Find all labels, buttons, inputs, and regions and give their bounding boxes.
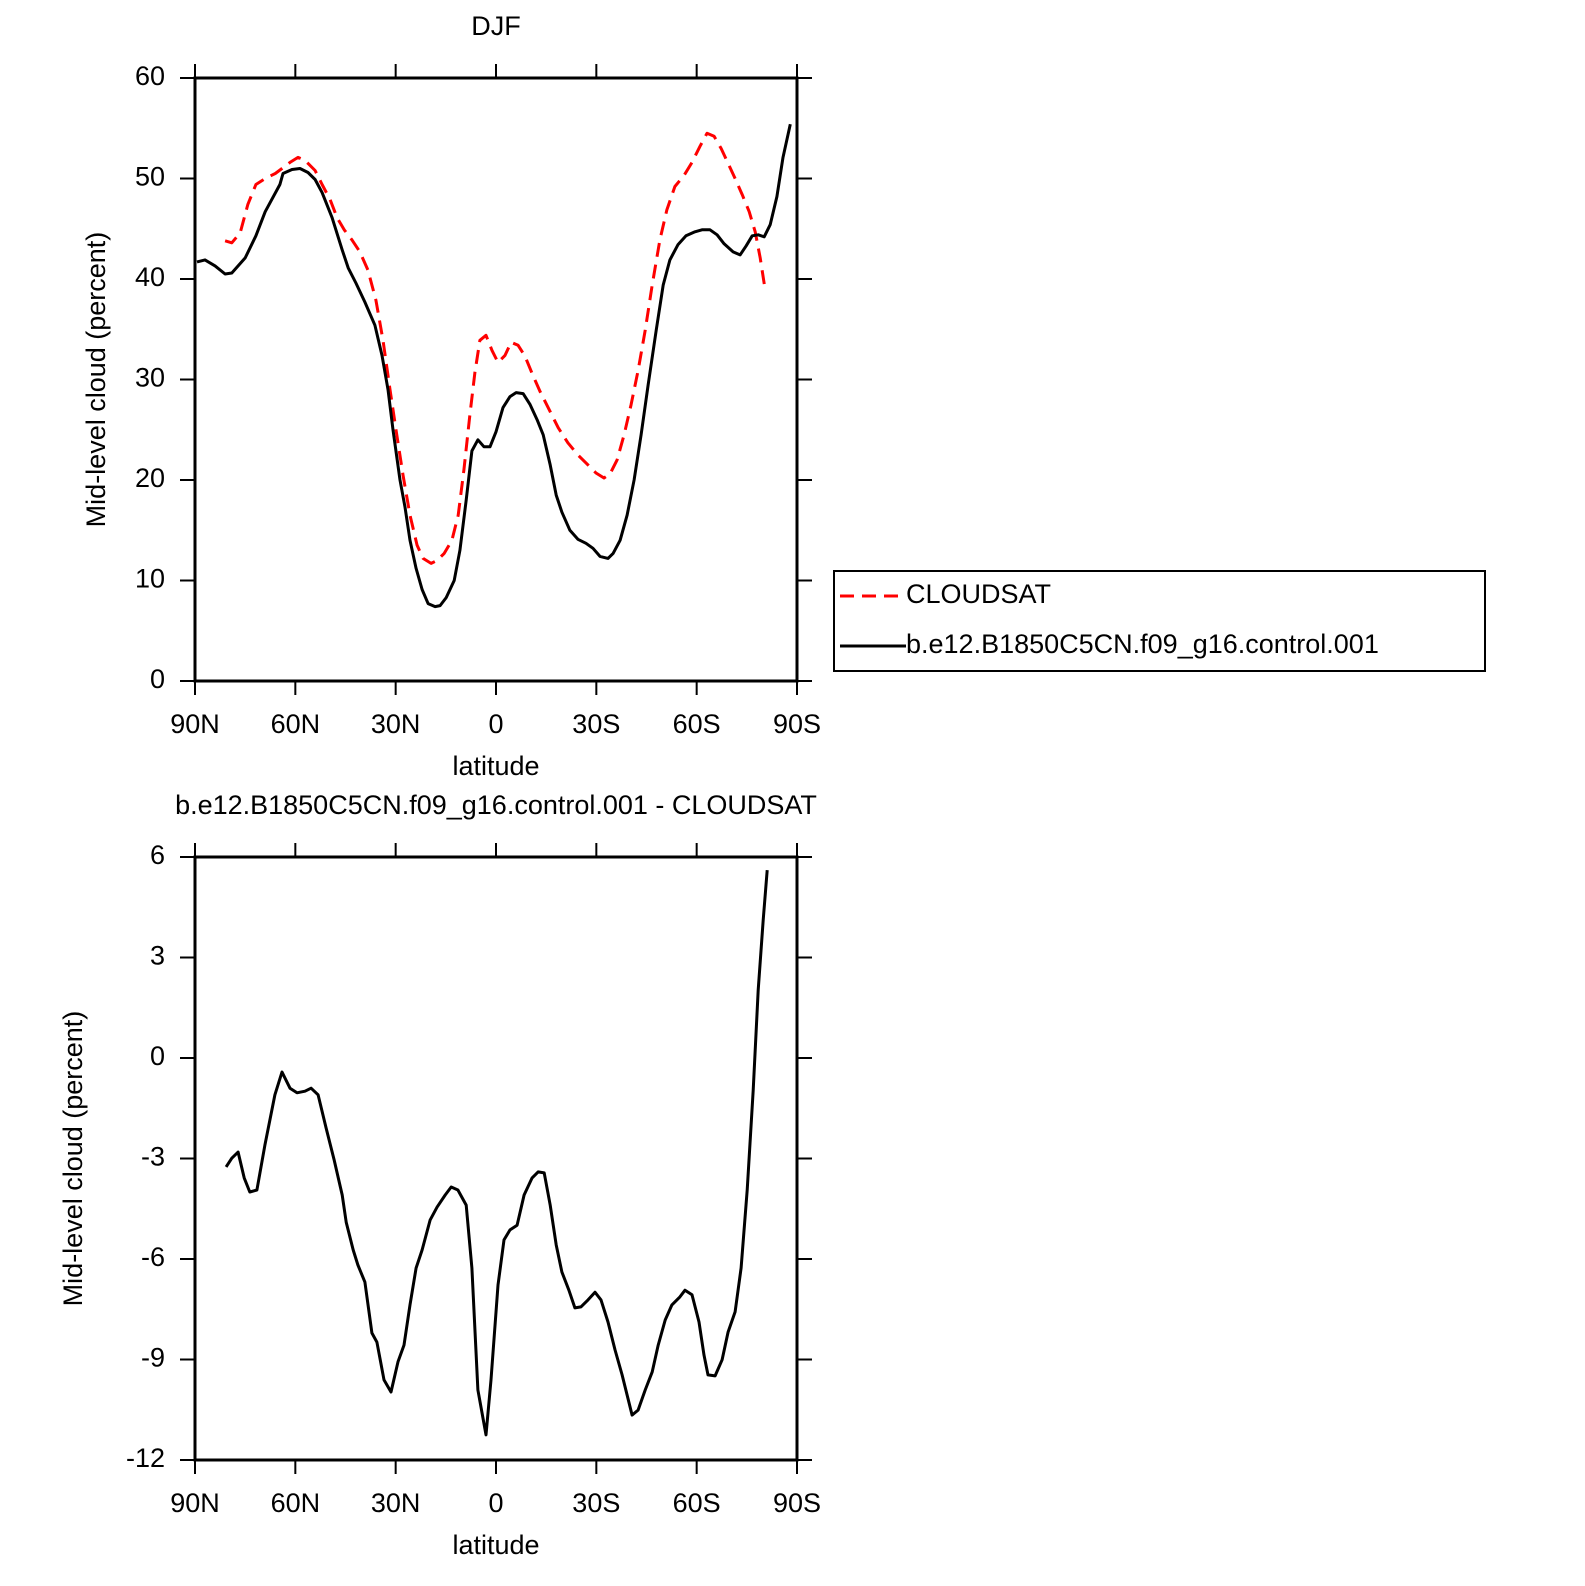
- x-tick-label: 30S: [572, 1488, 620, 1518]
- y-tick-label: -9: [141, 1343, 165, 1373]
- x-tick-label: 60S: [673, 709, 721, 739]
- y-tick-label: 20: [135, 463, 165, 493]
- legend-box: [833, 570, 1486, 672]
- x-tick-label: 30N: [371, 1488, 421, 1518]
- y-tick-label: 0: [150, 664, 165, 694]
- x-tick-label: 60N: [271, 1488, 321, 1518]
- y-tick-label: -12: [126, 1443, 165, 1473]
- x-tick-label: 90S: [773, 709, 821, 739]
- chart-title: b.e12.B1850C5CN.f09_g16.control.001 - CL…: [175, 790, 817, 820]
- y-tick-label: 50: [135, 162, 165, 192]
- x-axis-label: latitude: [452, 1530, 539, 1560]
- plot-frame: [193, 855, 799, 1462]
- y-tick-label: -6: [141, 1242, 165, 1272]
- x-tick-label: 0: [488, 1488, 503, 1518]
- legend-label: b.e12.B1850C5CN.f09_g16.control.001: [906, 629, 1379, 659]
- data-line: [196, 123, 792, 609]
- y-axis-label: Mid-level cloud (percent): [81, 232, 111, 528]
- x-tick-label: 0: [488, 709, 503, 739]
- x-tick-label: 60N: [271, 709, 321, 739]
- y-tick-label: 60: [135, 61, 165, 91]
- x-tick-label: 90N: [170, 709, 220, 739]
- y-tick-label: 30: [135, 363, 165, 393]
- chart-title: DJF: [471, 11, 521, 41]
- y-tick-label: 10: [135, 564, 165, 594]
- y-tick-label: -3: [141, 1142, 165, 1172]
- data-line: [224, 869, 769, 1437]
- x-tick-label: 90S: [773, 1488, 821, 1518]
- x-tick-label: 30N: [371, 709, 421, 739]
- x-tick-label: 30S: [572, 709, 620, 739]
- data-line: [224, 131, 767, 565]
- legend-label: CLOUDSAT: [906, 579, 1051, 609]
- y-tick-label: 6: [150, 840, 165, 870]
- y-tick-label: 3: [150, 941, 165, 971]
- x-tick-label: 60S: [673, 1488, 721, 1518]
- x-axis-label: latitude: [452, 751, 539, 781]
- y-tick-label: 40: [135, 262, 165, 292]
- y-tick-label: 0: [150, 1041, 165, 1071]
- plot-frame: [193, 76, 799, 683]
- y-axis-label: Mid-level cloud (percent): [58, 1011, 88, 1307]
- x-tick-label: 90N: [170, 1488, 220, 1518]
